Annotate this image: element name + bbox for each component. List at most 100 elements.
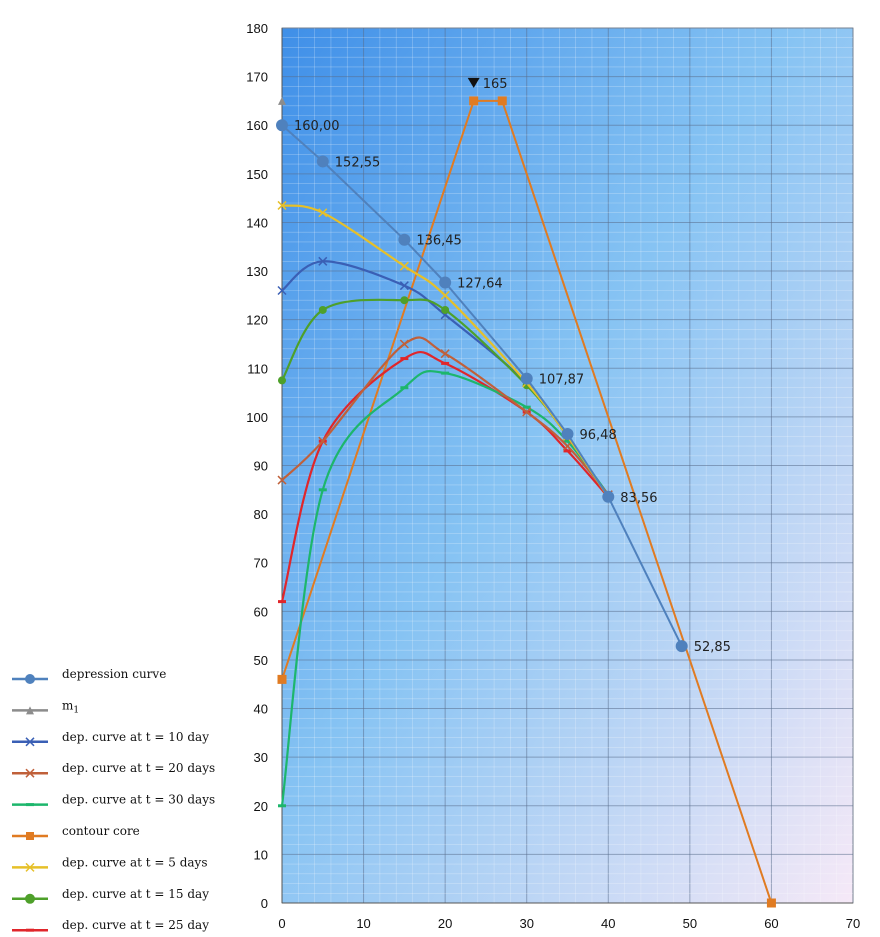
x-tick-label: 0 [278,916,285,931]
legend-marker [25,674,35,684]
data-point [400,296,409,305]
series-1 [278,96,286,105]
data-point [318,305,327,314]
data-point [278,96,286,105]
y-tick-label: 170 [246,70,268,85]
data-point [318,436,328,446]
series-line [281,99,773,904]
data-point [497,96,507,106]
x-tick-label: 60 [764,916,778,931]
y-tick-label: 40 [254,702,268,717]
x-tick-label: 40 [601,916,615,931]
y-tick-label: 20 [254,799,268,814]
series-5 [277,96,776,908]
data-point [277,475,287,485]
legend-item: dep. curve at t = 30 days [12,793,215,807]
data-point [398,233,411,246]
y-tick-label: 30 [254,750,268,765]
y-tick-label: 150 [246,167,268,182]
y-tick-label: 70 [254,556,268,571]
y-tick-label: 120 [246,313,268,328]
legend-label: dep. curve at t = 5 days [62,855,208,869]
y-tick-label: 50 [254,653,268,668]
y-tick-label: 0 [261,896,268,911]
legend-marker [26,832,34,840]
x-tick-label: 50 [683,916,697,931]
data-point [440,349,450,359]
legend-marker [25,737,35,747]
data-point [277,674,287,684]
legend-marker [25,893,35,904]
y-tick-label: 90 [254,459,268,474]
data-point [399,261,409,271]
x-tick-label: 10 [356,916,370,931]
legend-label: dep. curve at t = 30 days [62,793,215,807]
legend-label: contour core [62,824,140,838]
data-label: 107,87 [539,373,585,388]
legend-item: dep. curve at t = 5 days [12,855,208,872]
data-point [522,407,532,417]
series-line [280,350,610,602]
legend-marker [26,706,34,715]
series-layer [276,96,776,908]
legend-label: depression curve [62,667,166,681]
data-point [562,441,573,451]
legend: depression curve m1 dep. curve at t = 10 d… [12,667,215,932]
legend-item: depression curve [12,667,166,684]
data-label: 136,45 [416,234,462,249]
series-0 [276,119,688,653]
data-point [276,119,288,132]
legend-item: dep. curve at t = 20 days [12,761,215,778]
data-point [441,305,450,314]
data-point [469,96,479,106]
y-tick-label: 100 [246,410,268,425]
legend-label: dep. curve at t = 25 day [62,918,209,932]
y-tick-label: 160 [246,118,268,133]
data-point [278,376,286,385]
y-tick-label: 110 [247,361,268,376]
legend-item: dep. curve at t = 10 day [12,730,209,747]
data-label: 127,64 [457,277,503,292]
legend-item: contour core [12,824,140,840]
data-label: 160,00 [294,119,340,134]
data-label: 152,55 [335,155,381,170]
x-tick-label: 20 [438,916,452,931]
y-tick-label: 130 [246,264,268,279]
data-point [439,276,452,289]
data-point [277,285,287,296]
data-point [318,256,328,266]
legend-label: dep. curve at t = 10 day [62,730,209,744]
data-point [440,290,450,300]
data-point [675,640,688,653]
data-point [318,208,328,218]
data-point [766,898,776,908]
legend-label: m1 [62,698,79,715]
data-point [316,155,329,168]
annotation-label: 165 [483,77,508,92]
legend-label: dep. curve at t = 20 days [62,761,215,775]
axes: 0102030405060708090100110120130140150160… [246,21,860,931]
data-label: 96,48 [580,428,617,443]
legend-item: dep. curve at t = 15 day [12,887,209,904]
data-labels: 160,00 152,55 136,45 127,64 107,87 96,48 83,56… [294,77,731,655]
data-label: 83,56 [620,491,657,506]
x-tick-label: 30 [519,916,533,931]
x-tick-label: 70 [846,916,860,931]
legend-subscript: 1 [73,705,79,715]
data-label: 52,85 [694,640,731,655]
y-tick-label: 60 [254,604,268,619]
data-point [602,490,615,503]
data-point [277,200,287,210]
legend-label: dep. curve at t = 15 day [62,887,209,901]
legend-item: m1 [12,698,79,715]
y-tick-label: 10 [254,847,268,862]
legend-marker [25,768,35,778]
y-tick-label: 140 [246,215,268,230]
y-tick-label: 80 [254,507,268,522]
series-line [281,124,683,647]
data-point [399,281,409,291]
data-point [520,372,533,385]
legend-item: dep. curve at t = 25 day [12,918,209,932]
peak-marker-icon [467,77,480,88]
